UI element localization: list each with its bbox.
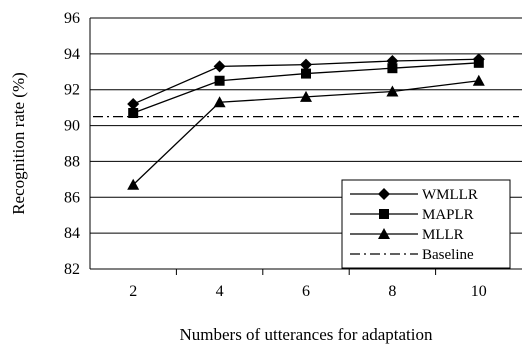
x-tick-label-8: 8 xyxy=(388,283,396,300)
point-maplr-6 xyxy=(301,68,311,79)
legend-label-baseline: Baseline xyxy=(422,247,474,263)
y-tick-label-92: 92 xyxy=(64,82,80,99)
point-wmllr-4 xyxy=(213,60,226,73)
y-axis-title: Recognition rate (%) xyxy=(9,72,28,215)
legend-label-maplr: MAPLR xyxy=(422,207,474,223)
y-tick-label-94: 94 xyxy=(64,46,80,63)
point-maplr-8 xyxy=(387,63,398,74)
x-tick-label-4: 4 xyxy=(216,283,224,300)
x-axis-title: Numbers of utterances for adaptation xyxy=(179,325,433,344)
point-maplr-10 xyxy=(473,57,484,68)
legend-label-wmllr: WMLLR xyxy=(422,187,478,203)
point-maplr-4 xyxy=(214,75,225,86)
legend-marker-mllr xyxy=(378,228,390,239)
y-tick-label-86: 86 xyxy=(64,189,80,206)
y-tick-label-96: 96 xyxy=(64,10,80,27)
x-tick-label-2: 2 xyxy=(129,283,137,300)
legend-item-mllr: MLLR xyxy=(350,227,464,243)
legend-item-baseline: Baseline xyxy=(350,247,474,263)
series-layer xyxy=(93,53,519,190)
x-tick-label-6: 6 xyxy=(302,283,310,300)
legend-box xyxy=(341,179,511,269)
axes: 82 84 86 88 90 92 94 96 2 4 6 8 10 xyxy=(64,10,522,300)
legend-marker-maplr xyxy=(379,209,389,219)
gridlines xyxy=(90,17,522,234)
legend-item-maplr: MAPLR xyxy=(350,207,474,223)
legend-label-mllr: MLLR xyxy=(422,227,464,243)
x-tick-label-10: 10 xyxy=(471,283,487,300)
y-tick-label-90: 90 xyxy=(64,118,80,135)
legend-item-wmllr: WMLLR xyxy=(350,187,478,203)
series-mllr xyxy=(127,74,485,190)
legend-marker-wmllr xyxy=(378,188,390,200)
point-wmllr-2 xyxy=(127,98,140,111)
point-mllr-4 xyxy=(213,96,226,108)
point-wmllr-6 xyxy=(300,58,312,71)
point-mllr-6 xyxy=(300,90,312,102)
series-maplr xyxy=(128,57,484,119)
y-tick-label-84: 84 xyxy=(64,225,80,242)
point-mllr-2 xyxy=(127,178,140,190)
y-tick-label-88: 88 xyxy=(64,153,80,170)
point-mllr-8 xyxy=(386,85,399,97)
point-mllr-10 xyxy=(472,74,485,86)
point-maplr-2 xyxy=(128,108,139,119)
y-tick-label-82: 82 xyxy=(64,261,80,278)
legend: WMLLR MAPLR MLLR Baseline xyxy=(341,179,511,269)
